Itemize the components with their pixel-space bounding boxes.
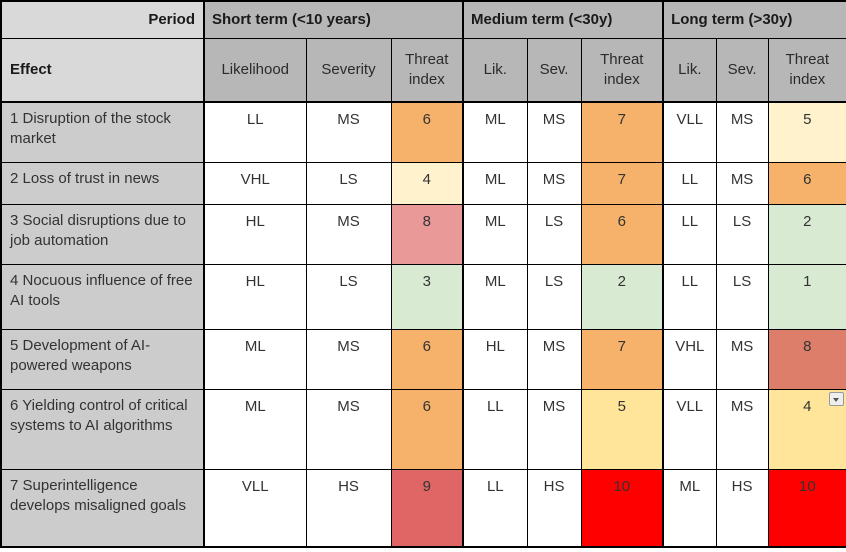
severity-cell[interactable]: MS	[715, 161, 769, 205]
period-label: Period	[0, 0, 205, 39]
effect-cell[interactable]: 1 Disruption of the stock market	[0, 101, 205, 163]
likelihood-cell[interactable]: HL	[462, 328, 528, 390]
likelihood-cell[interactable]: ML	[203, 388, 307, 470]
effect-cell[interactable]: 4 Nocuous influence of free AI tools	[0, 263, 205, 330]
table-row: 6 Yielding control of critical systems t…	[0, 388, 846, 470]
likelihood-cell[interactable]: ML	[203, 328, 307, 390]
severity-cell[interactable]: HS	[526, 468, 582, 548]
table-row: 3 Social disruptions due to job automati…	[0, 203, 846, 265]
severity-cell[interactable]: HS	[305, 468, 392, 548]
threat-index-cell[interactable]: 8	[390, 203, 464, 265]
threat-index-cell[interactable]: 10	[580, 468, 664, 548]
likelihood-cell[interactable]: LL	[462, 388, 528, 470]
table-row: 4 Nocuous influence of free AI tools HL LS…	[0, 263, 846, 330]
threat-index-cell[interactable]: 4	[767, 388, 846, 470]
threat-index-cell[interactable]: 3	[390, 263, 464, 330]
severity-cell[interactable]: MS	[526, 101, 582, 163]
likelihood-cell[interactable]: ML	[462, 263, 528, 330]
effect-cell[interactable]: 5 Development of AI-powered weapons	[0, 328, 205, 390]
table-row: 2 Loss of trust in news VHL LS 4 ML MS 7 LL MS 6	[0, 161, 846, 205]
effect-cell[interactable]: 2 Loss of trust in news	[0, 161, 205, 205]
threat-index-cell[interactable]: 7	[580, 328, 664, 390]
likelihood-cell[interactable]: LL	[662, 161, 717, 205]
severity-cell[interactable]: MS	[305, 328, 392, 390]
severity-cell[interactable]: LS	[526, 203, 582, 265]
threat-index-cell[interactable]: 2	[580, 263, 664, 330]
threat-index-cell[interactable]: 6	[390, 328, 464, 390]
group-header-long-term: Long term (>30y)	[662, 0, 846, 39]
severity-cell[interactable]: LS	[305, 161, 392, 205]
threat-index-cell[interactable]: 2	[767, 203, 846, 265]
likelihood-cell[interactable]: LL	[462, 468, 528, 548]
threat-index-column-header: Threat index	[580, 37, 664, 103]
severity-cell[interactable]: MS	[715, 101, 769, 163]
threat-index-cell[interactable]: 6	[580, 203, 664, 265]
likelihood-cell[interactable]: LL	[662, 203, 717, 265]
likelihood-cell[interactable]: ML	[462, 101, 528, 163]
likelihood-cell[interactable]: VLL	[662, 101, 717, 163]
likelihood-cell[interactable]: LL	[203, 101, 307, 163]
likelihood-cell[interactable]: ML	[662, 468, 717, 548]
severity-cell[interactable]: MS	[305, 101, 392, 163]
period-header-row: Period Short term (<10 years) Medium ter…	[0, 0, 846, 39]
severity-cell[interactable]: MS	[715, 328, 769, 390]
severity-cell[interactable]: MS	[526, 161, 582, 205]
threat-index-cell[interactable]: 5	[580, 388, 664, 470]
effect-cell[interactable]: 7 Superintelligence develops misaligned …	[0, 468, 205, 548]
threat-index-cell[interactable]: 7	[580, 161, 664, 205]
dropdown-arrow-icon[interactable]	[829, 391, 845, 406]
severity-cell[interactable]: MS	[305, 388, 392, 470]
severity-cell[interactable]: MS	[526, 388, 582, 470]
severity-cell[interactable]: LS	[526, 263, 582, 330]
likelihood-cell[interactable]: ML	[462, 203, 528, 265]
likelihood-cell[interactable]: VHL	[203, 161, 307, 205]
likelihood-cell[interactable]: HL	[203, 263, 307, 330]
threat-index-cell[interactable]: 1	[767, 263, 846, 330]
likelihood-cell[interactable]: HL	[203, 203, 307, 265]
severity-column-header: Sev.	[715, 37, 769, 103]
threat-index-cell[interactable]: 5	[767, 101, 846, 163]
threat-index-cell[interactable]: 4	[390, 161, 464, 205]
threat-index-cell[interactable]: 6	[390, 388, 464, 470]
likelihood-column-header: Lik.	[462, 37, 528, 103]
effect-column-header: Effect	[0, 37, 205, 103]
threat-index-cell[interactable]: 7	[580, 101, 664, 163]
likelihood-column-header: Lik.	[662, 37, 717, 103]
severity-cell[interactable]: MS	[305, 203, 392, 265]
table-row: 1 Disruption of the stock market LL MS 6 ML M…	[0, 101, 846, 163]
threat-index-column-header: Threat index	[390, 37, 464, 103]
severity-cell[interactable]: LS	[715, 263, 769, 330]
severity-cell[interactable]: HS	[715, 468, 769, 548]
threat-index-cell[interactable]: 6	[390, 101, 464, 163]
effect-cell[interactable]: 6 Yielding control of critical systems t…	[0, 388, 205, 470]
threat-index-cell[interactable]: 8	[767, 328, 846, 390]
threat-index-column-header: Threat index	[767, 37, 846, 103]
table-row: 7 Superintelligence develops misaligned …	[0, 468, 846, 548]
likelihood-cell[interactable]: VLL	[662, 388, 717, 470]
severity-cell[interactable]: MS	[526, 328, 582, 390]
group-header-medium-term: Medium term (<30y)	[462, 0, 664, 39]
group-header-short-term: Short term (<10 years)	[202, 0, 464, 39]
likelihood-cell[interactable]: VLL	[203, 468, 307, 548]
severity-cell[interactable]: LS	[715, 203, 769, 265]
likelihood-column-header: Likelihood	[203, 37, 307, 103]
threat-index-cell[interactable]: 9	[390, 468, 464, 548]
severity-cell[interactable]: MS	[715, 388, 769, 470]
column-header-row: Effect Likelihood Severity Threat index …	[0, 37, 846, 103]
effect-cell[interactable]: 3 Social disruptions due to job automati…	[0, 203, 205, 265]
likelihood-cell[interactable]: LL	[662, 263, 717, 330]
likelihood-cell[interactable]: VHL	[662, 328, 717, 390]
table-row: 5 Development of AI-powered weapons ML MS 6…	[0, 328, 846, 390]
severity-cell[interactable]: LS	[305, 263, 392, 330]
severity-column-header: Sev.	[526, 37, 582, 103]
likelihood-cell[interactable]: ML	[462, 161, 528, 205]
severity-column-header: Severity	[305, 37, 392, 103]
threat-index-cell[interactable]: 6	[767, 161, 846, 205]
threat-index-cell[interactable]: 10	[767, 468, 846, 548]
